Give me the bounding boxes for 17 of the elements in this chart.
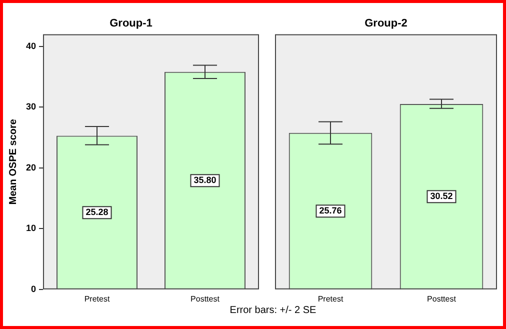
chart-title: Group-1 [110,18,152,30]
y-tick-label: 0 [30,284,36,294]
data-label: 25.28 [86,207,108,218]
x-tick-label: Pretest [318,294,344,304]
y-tick-label: 30 [26,102,36,112]
x-tick-label: Pretest [84,294,110,304]
y-axis-title: Mean OSPE score [8,118,19,205]
text: Error bars: +/- 2 SE [228,305,318,316]
x-tick-label: Posttest [190,294,220,304]
data-label: 35.80 [194,175,216,186]
chart-title: Group-2 [364,18,408,30]
y-tick-label: 20 [26,162,36,172]
y-tick-label: 10 [26,223,36,234]
x-tick-label: Posttest [427,294,457,304]
y-tick-label: 40 [26,40,36,51]
data-label: 30.52 [430,191,453,202]
data-label: 25.76 [319,206,342,216]
